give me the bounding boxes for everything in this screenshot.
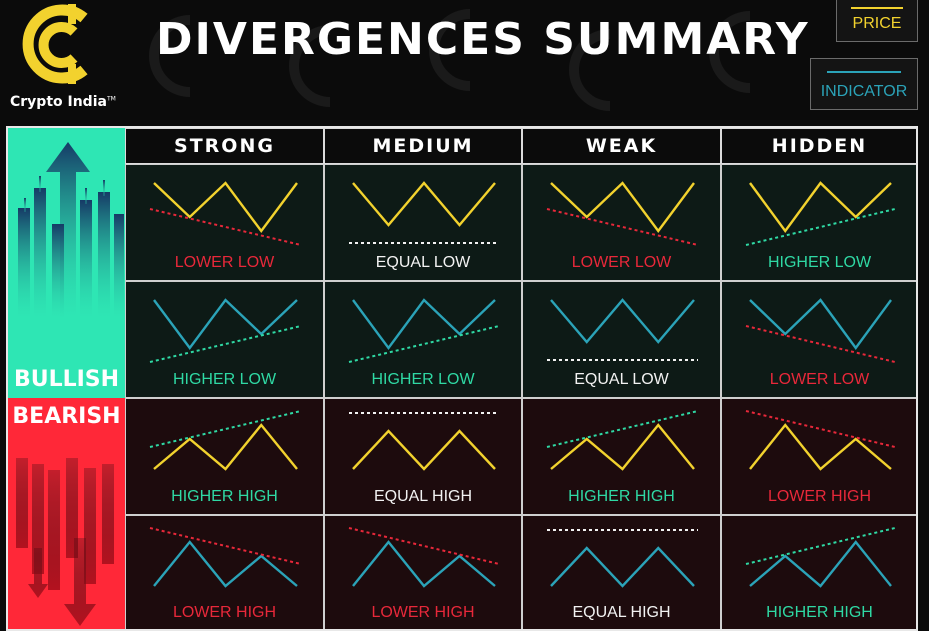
bullish-label: BULLISH [13,367,120,392]
cell-label-higher-low: HIGHER LOW [767,254,872,271]
trend-line [745,208,896,246]
indicator-valley-pattern-icon [547,298,698,361]
brand-name: Crypto IndiaTM [10,94,116,110]
indicator-peak-pattern-icon [547,529,698,588]
trend-line [546,410,699,448]
price-line [550,181,695,234]
trend-line [149,410,302,448]
cell-label-equal-low: EQUAL LOW [375,254,471,271]
price-line [153,181,298,234]
cell-label-higher-high: HIGHER HIGH [766,604,873,621]
cell-label-lower-low: LOWER LOW [571,254,672,271]
bearish-candles-arrow-icon [16,458,114,626]
indicator-line [352,540,496,588]
price-line [550,423,695,471]
indicator-peak-pattern-icon [348,527,500,588]
cell-label-lower-low: LOWER LOW [769,371,870,388]
price-peak-pattern-icon [745,410,896,471]
cell-bearish-indicator-weak: EQUAL HIGH [522,515,721,631]
bullish-panel: BULLISH [8,128,125,398]
cell-bearish-indicator-strong: LOWER HIGH [125,515,324,631]
indicator-peak-pattern-icon [745,527,896,588]
price-peak-pattern-icon [349,412,499,471]
indicator-valley-pattern-icon [149,298,302,363]
cell-label-higher-high: HIGHER HIGH [568,488,675,505]
legend-price-label: PRICE [852,15,902,32]
price-valley-pattern-icon [349,181,499,244]
bearish-panel: BEARISH [8,398,125,631]
cell-bullish-indicator-weak: EQUAL LOW [522,281,721,398]
cell-label-lower-high: LOWER HIGH [767,488,872,505]
cell-bearish-price-medium: EQUAL HIGH [324,398,522,515]
cell-label-equal-high: EQUAL HIGH [373,488,473,505]
trend-line [149,208,302,246]
column-header-medium: MEDIUM [324,128,522,164]
cell-label-lower-high: LOWER HIGH [172,604,277,621]
price-line-swatch [851,7,903,9]
trend-line [149,325,302,363]
cell-bullish-indicator-hidden: LOWER LOW [721,281,918,398]
cell-bearish-price-hidden: LOWER HIGH [721,398,918,515]
indicator-line-swatch [827,71,901,73]
indicator-line [153,298,298,351]
cell-bullish-indicator-medium: HIGHER LOW [324,281,522,398]
indicator-valley-pattern-icon [348,298,500,363]
trend-line [745,410,896,448]
indicator-line [749,298,892,351]
price-line [352,181,496,227]
cell-bullish-indicator-strong: HIGHER LOW [125,281,324,398]
bullish-candles-arrow-icon [18,142,124,318]
bearish-label: BEARISH [12,404,121,429]
trend-line [745,527,896,565]
indicator-line [550,546,695,588]
price-valley-pattern-icon [546,181,699,246]
cell-bullish-price-medium: EQUAL LOW [324,164,522,281]
cell-label-higher-low: HIGHER LOW [371,371,475,388]
price-line [352,429,496,471]
legend-price: PRICE [836,0,918,42]
column-header-weak: WEAK [522,128,721,164]
cell-label-higher-low: HIGHER LOW [172,371,277,388]
cell-bearish-indicator-medium: LOWER HIGH [324,515,522,631]
indicator-line [550,298,695,344]
column-header-strong: STRONG [125,128,324,164]
indicator-line [749,540,892,588]
price-valley-pattern-icon [149,181,302,246]
cell-bullish-price-strong: LOWER LOW [125,164,324,281]
indicator-valley-pattern-icon [745,298,896,363]
cell-label-higher-high: HIGHER HIGH [171,488,278,505]
column-header-hidden: HIDDEN [721,128,918,164]
indicator-line [352,298,496,351]
brand-logo: Crypto IndiaTM [4,2,124,120]
price-line [749,423,892,471]
cell-label-equal-high: EQUAL HIGH [572,604,671,621]
price-peak-pattern-icon [546,410,699,471]
cell-label-lower-low: LOWER LOW [174,254,275,271]
cell-bearish-price-strong: HIGHER HIGH [125,398,324,515]
trend-line [348,527,500,565]
cell-bearish-indicator-hidden: HIGHER HIGH [721,515,918,631]
trend-line [149,527,302,565]
trend-line [745,325,896,363]
cell-label-equal-low: EQUAL LOW [574,371,669,388]
cell-label-lower-high: LOWER HIGH [371,604,475,621]
cell-bullish-price-hidden: HIGHER LOW [721,164,918,281]
price-line [153,423,298,471]
price-line [749,181,892,234]
cell-bearish-price-weak: HIGHER HIGH [522,398,721,515]
legend-indicator-label: INDICATOR [820,83,908,100]
price-valley-pattern-icon [745,181,896,246]
indicator-peak-pattern-icon [149,527,302,588]
cell-bullish-price-weak: LOWER LOW [522,164,721,281]
price-peak-pattern-icon [149,410,302,471]
indicator-line [153,540,298,588]
crypto-india-logo-icon [22,4,88,84]
legend-indicator: INDICATOR [810,58,918,110]
page-title: DIVERGENCES SUMMARY [156,14,810,65]
trend-line [348,325,500,363]
trend-line [546,208,699,246]
